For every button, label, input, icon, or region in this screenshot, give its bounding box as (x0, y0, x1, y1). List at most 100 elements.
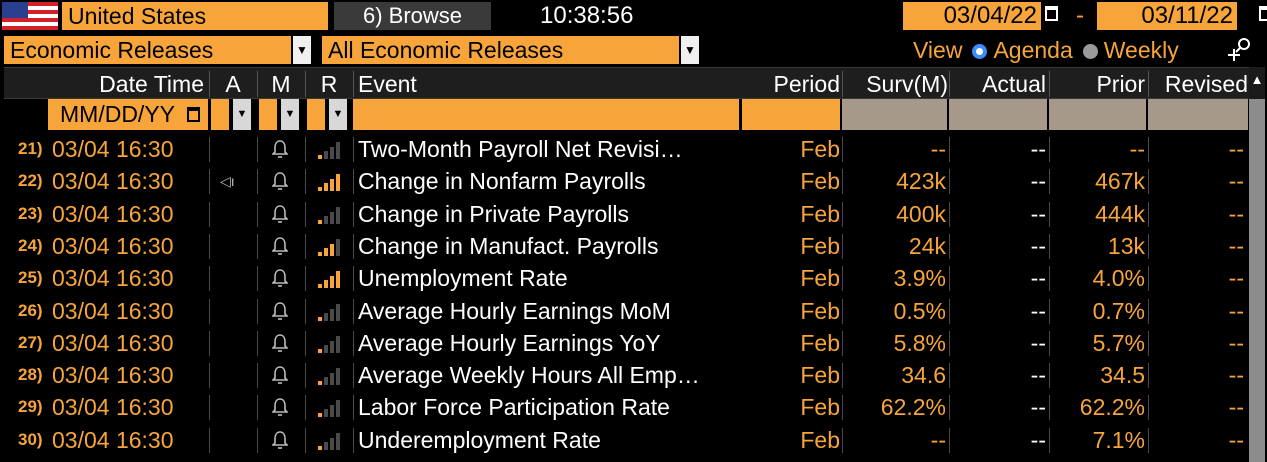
bell-icon[interactable] (271, 391, 296, 423)
table-row[interactable]: 24) 03/04 16:30 Change in Manufact. Payrol… (4, 230, 1249, 262)
row-event[interactable]: Change in Nonfarm Payrolls (358, 168, 646, 195)
date-from-field[interactable]: 03/04/22 (903, 2, 1041, 30)
table-row[interactable]: 29) 03/04 16:30 Labor Force Participation … (4, 391, 1249, 423)
row-event[interactable]: Average Hourly Earnings YoY (358, 329, 661, 356)
radio-weekly[interactable] (1082, 44, 1098, 59)
row-event[interactable]: Underemployment Rate (358, 426, 601, 453)
row-prior: 444k (1095, 200, 1145, 227)
row-event[interactable]: Average Weekly Hours All Emp… (358, 362, 700, 389)
chevron-down-icon[interactable]: ▼ (293, 36, 311, 64)
row-event[interactable]: Two-Month Payroll Net Revisi… (358, 136, 683, 162)
table-row[interactable]: 23) 03/04 16:30 Change in Private Payrolls… (4, 198, 1249, 230)
table-row[interactable]: 22) 03/04 16:30 ◁ı Change in Nonfarm Payrol… (4, 165, 1249, 197)
scrollbar-thumb[interactable] (1249, 99, 1265, 462)
row-event[interactable]: Change in Manufact. Payrolls (358, 232, 659, 259)
alert-filter[interactable] (259, 99, 277, 130)
row-date-time[interactable]: 03/04 16:30 (52, 426, 174, 453)
row-date-time[interactable]: 03/04 16:30 (52, 168, 174, 195)
bell-icon[interactable] (271, 359, 296, 391)
table-row[interactable]: 21) 03/04 16:30 Two-Month Payroll Net Revi… (4, 133, 1249, 165)
row-period: Feb (800, 200, 840, 227)
relevance-filter[interactable] (307, 99, 325, 130)
row-number[interactable]: 25) (18, 268, 43, 288)
row-number[interactable]: 26) (18, 300, 43, 320)
chevron-down-icon[interactable]: ▼ (329, 99, 347, 130)
bell-icon[interactable] (271, 262, 296, 294)
row-event[interactable]: Average Hourly Earnings MoM (358, 297, 671, 324)
table-row[interactable]: 27) 03/04 16:30 Average Hourly Earnings Yo… (4, 327, 1249, 359)
col-prior[interactable]: Prior (1096, 71, 1145, 97)
chevron-down-icon[interactable]: ▼ (681, 36, 699, 64)
row-number[interactable]: 30) (18, 429, 43, 449)
row-event[interactable]: Unemployment Rate (358, 265, 568, 292)
period-filter-field[interactable] (742, 99, 840, 130)
date-filter-field[interactable]: MM/DD/YY (48, 99, 208, 130)
zoom-icon[interactable] (1226, 36, 1254, 62)
row-number[interactable]: 29) (18, 397, 43, 417)
row-number[interactable]: 22) (18, 171, 43, 191)
row-date-time[interactable]: 03/04 16:30 (52, 200, 174, 227)
row-actual: -- (1030, 394, 1046, 421)
row-prior: 0.7% (1092, 297, 1145, 324)
row-prior: 4.0% (1092, 265, 1145, 292)
col-audio[interactable]: A (225, 71, 241, 97)
row-number[interactable]: 24) (18, 235, 43, 255)
view-option-agenda[interactable]: Agenda (993, 37, 1073, 63)
relevance-bars-icon (318, 206, 340, 224)
row-date-time[interactable]: 03/04 16:30 (52, 297, 174, 324)
row-event[interactable]: Labor Force Participation Rate (358, 394, 670, 421)
col-surv[interactable]: Surv(M) (866, 71, 948, 97)
row-number[interactable]: 21) (18, 139, 43, 158)
date-to-field[interactable]: 03/11/22 (1097, 2, 1237, 30)
row-date-time[interactable]: 03/04 16:30 (52, 265, 174, 292)
row-event[interactable]: Change in Private Payrolls (358, 200, 630, 227)
browse-button[interactable]: 6) Browse (334, 2, 491, 30)
calendar-icon[interactable] (1259, 6, 1267, 21)
table-row[interactable]: 26) 03/04 16:30 Average Hourly Earnings Mo… (4, 295, 1249, 327)
row-date-time[interactable]: 03/04 16:30 (52, 362, 174, 389)
row-period: Feb (800, 297, 840, 324)
table-row[interactable]: 30) 03/04 16:30 Underemployment Rate Feb -- -… (4, 424, 1249, 456)
scroll-up-icon[interactable]: ▲ (1250, 72, 1264, 87)
table-row[interactable]: 25) 03/04 16:30 Unemployment Rate Feb 3.9% --… (4, 262, 1249, 294)
subcategory-select[interactable]: All Economic Releases (322, 36, 679, 64)
col-date-time[interactable]: Date Time (99, 71, 204, 97)
calendar-icon[interactable] (1045, 6, 1058, 21)
col-revised[interactable]: Revised (1164, 71, 1248, 97)
bell-icon[interactable] (271, 230, 296, 262)
category-select[interactable]: Economic Releases (4, 36, 291, 64)
filter-row: MM/DD/YY ▼ ▼ ▼ (4, 99, 1254, 131)
bell-icon[interactable] (271, 133, 296, 165)
view-label: View (913, 37, 963, 63)
row-number[interactable]: 23) (18, 203, 43, 223)
bell-icon[interactable] (271, 198, 296, 230)
bell-icon[interactable] (271, 295, 296, 327)
view-option-weekly[interactable]: Weekly (1103, 37, 1179, 63)
col-actual[interactable]: Actual (982, 71, 1046, 97)
col-event[interactable]: Event (358, 71, 417, 97)
col-alert[interactable]: M (271, 71, 291, 97)
table-row[interactable]: 28) 03/04 16:30 Average Weekly Hours All E… (4, 359, 1249, 391)
col-relevance[interactable]: R (320, 71, 338, 97)
speaker-icon[interactable]: ◁ı (220, 173, 235, 190)
row-number[interactable]: 27) (18, 332, 43, 352)
audio-filter[interactable] (211, 99, 229, 130)
row-date-time[interactable]: 03/04 16:30 (52, 232, 174, 259)
relevance-bars-icon (318, 432, 340, 450)
chevron-down-icon[interactable]: ▼ (233, 99, 251, 130)
row-date-time[interactable]: 03/04 16:30 (52, 136, 174, 162)
row-date-time[interactable]: 03/04 16:30 (52, 329, 174, 356)
row-number[interactable]: 28) (18, 365, 43, 385)
bell-icon[interactable] (271, 424, 296, 456)
event-filter-field[interactable] (353, 99, 739, 130)
chevron-down-icon[interactable]: ▼ (281, 99, 299, 130)
row-surv: 423k (896, 168, 946, 195)
bell-icon[interactable] (271, 327, 296, 359)
country-field[interactable]: United States (62, 2, 328, 30)
calendar-icon[interactable] (187, 107, 200, 122)
radio-agenda[interactable] (972, 44, 988, 59)
bell-icon[interactable] (271, 165, 296, 197)
row-date-time[interactable]: 03/04 16:30 (52, 394, 174, 421)
row-surv: 5.8% (893, 329, 946, 356)
col-period[interactable]: Period (773, 71, 840, 97)
